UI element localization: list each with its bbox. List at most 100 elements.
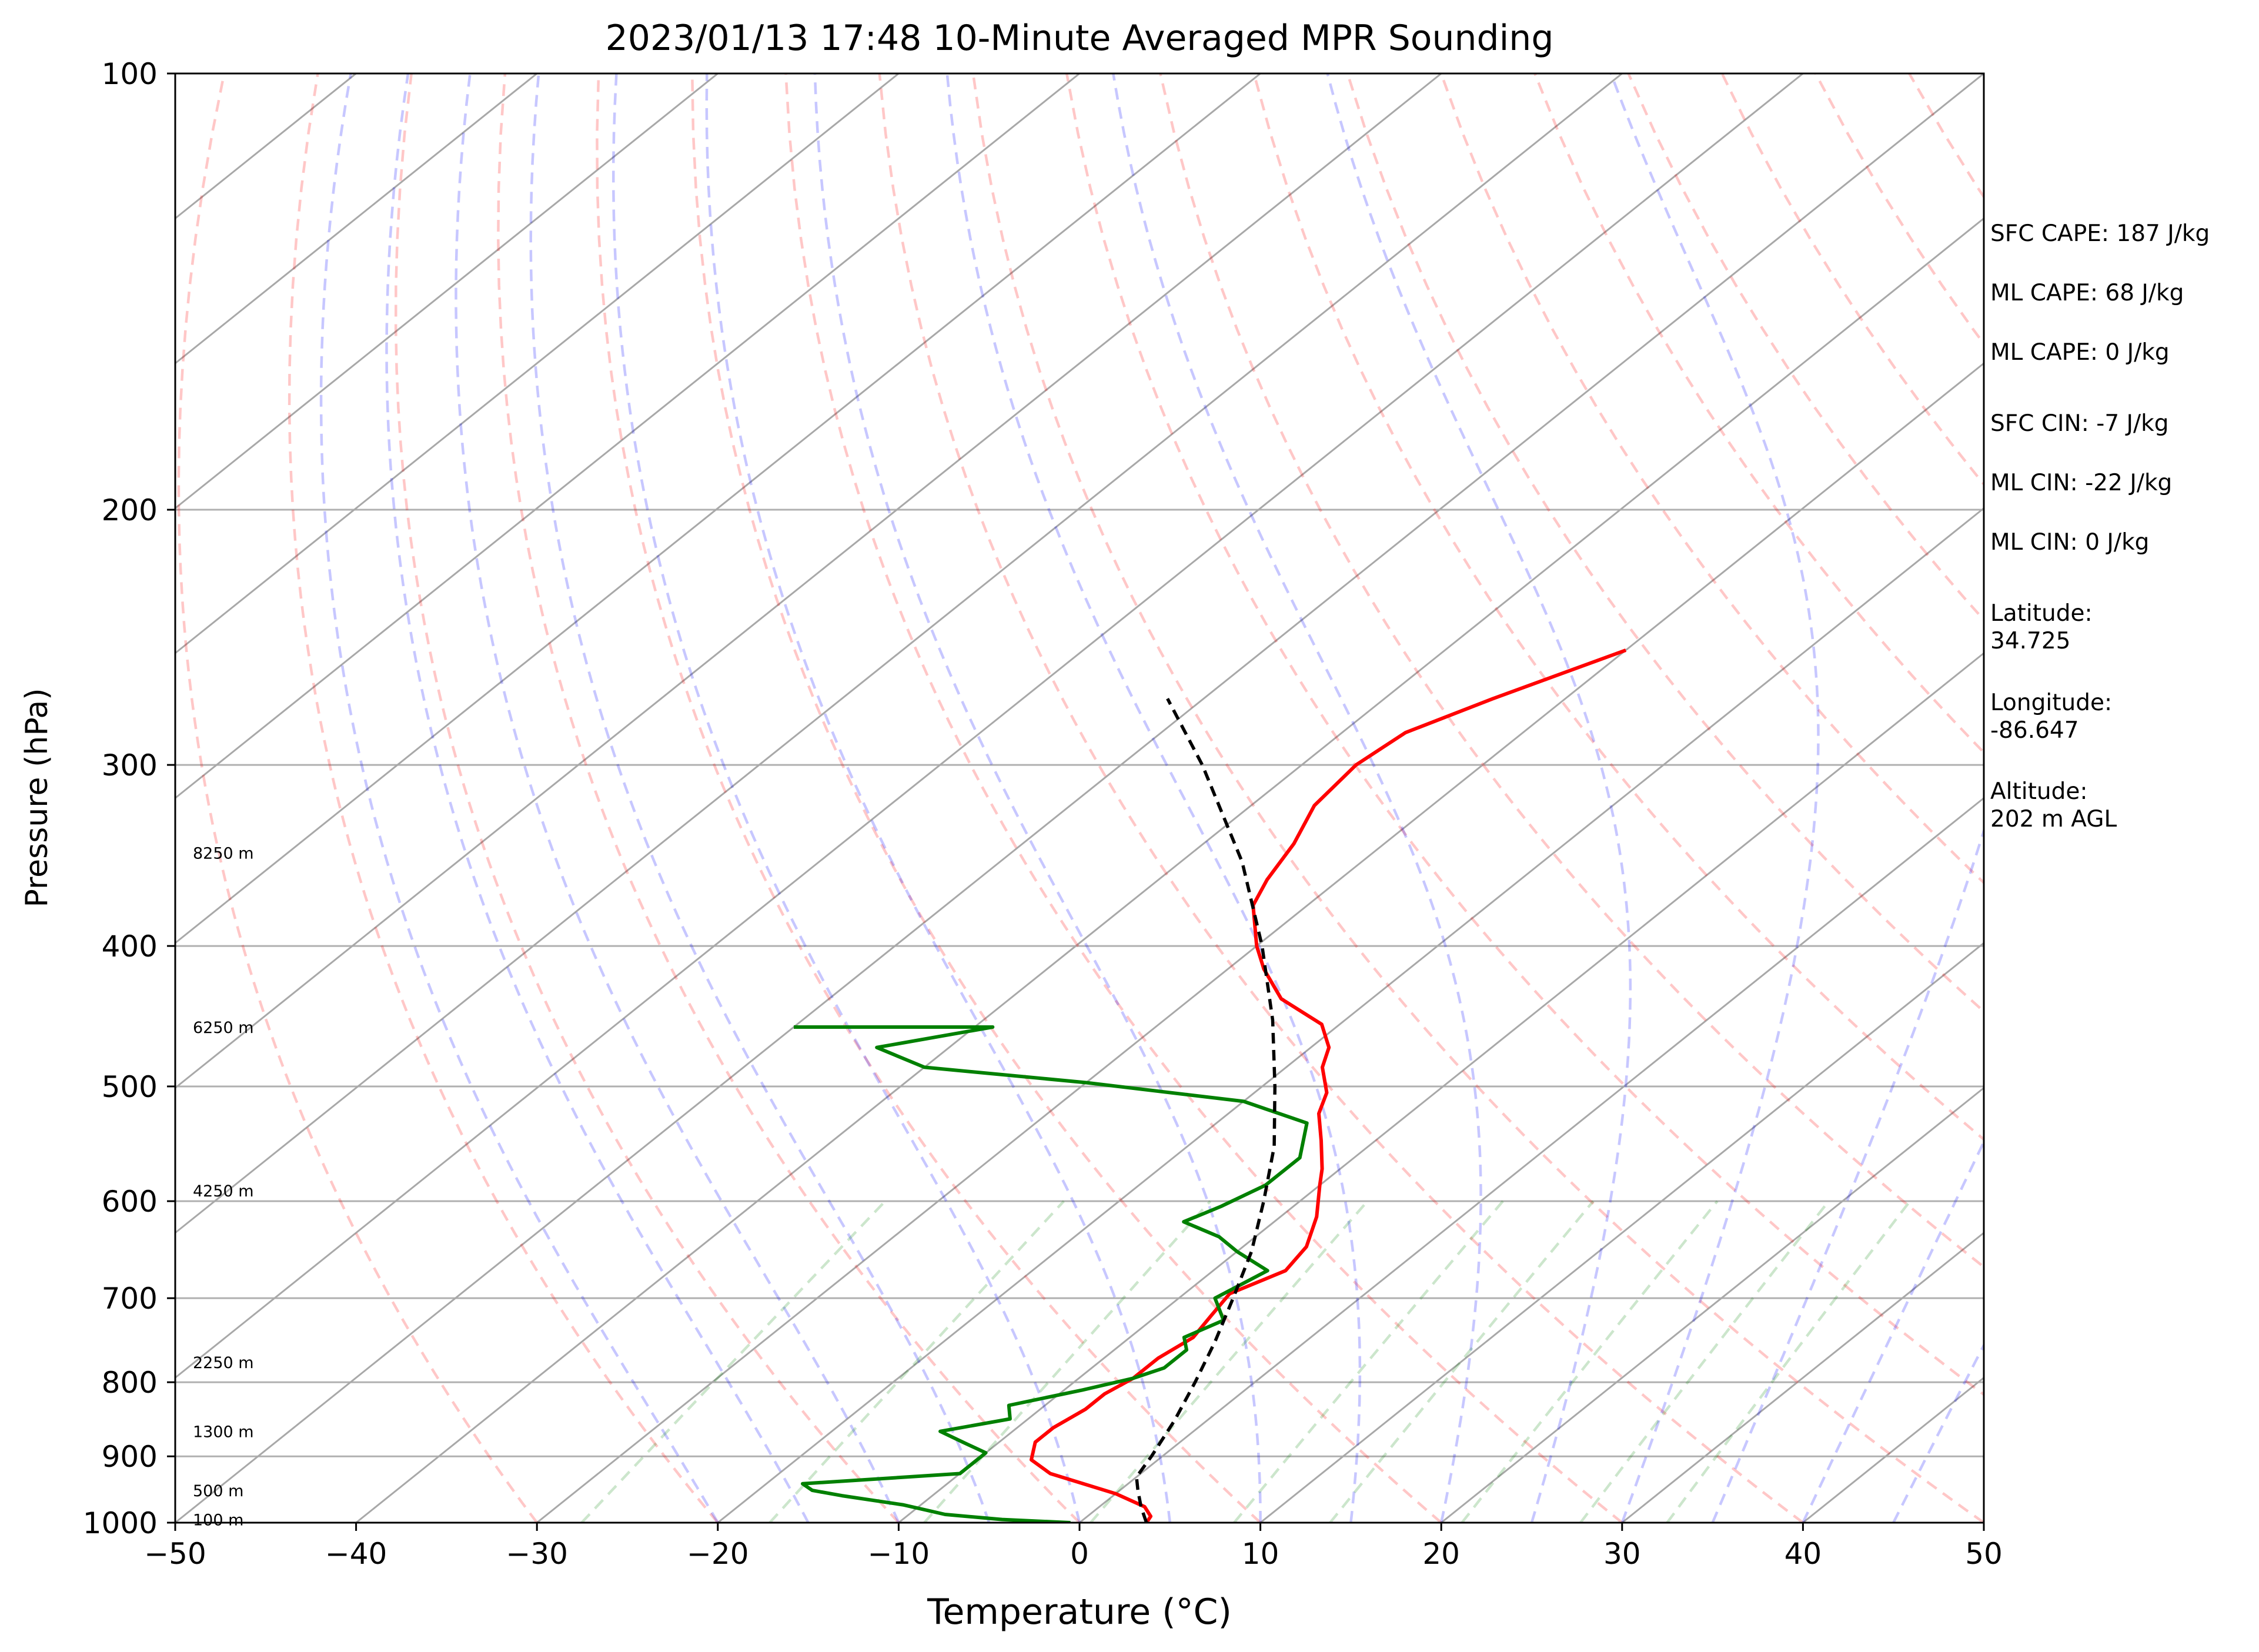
y-tick-label: 300 [102,748,158,782]
isotherm-line [175,73,719,510]
x-tick-label: 10 [1242,1537,1279,1571]
dry-adiabat-line [971,73,1984,1523]
isotherm-line [1079,797,1984,1523]
isotherm-line [175,73,1804,1379]
y-tick-label: 500 [102,1070,158,1104]
x-tick-label: −30 [506,1537,568,1571]
x-tick-label: 30 [1603,1537,1641,1571]
height-label: 100 m [193,1511,243,1530]
mixing-ratio-line [1461,1200,1719,1523]
height-label: 2250 m [193,1354,254,1372]
y-tick-label: 1000 [83,1506,158,1540]
sfc-cin-text: SFC CIN: -7 J/kg [1990,410,2169,437]
isotherm-line [175,73,1442,1089]
dry-adiabat-line [1159,73,1984,1269]
moist-adiabat-line [945,73,1362,1523]
dewpoint-trace [794,1025,1309,1523]
mixing-ratio-line [768,1200,1065,1523]
height-label: 6250 m [193,1019,254,1037]
mixing-ratio-line [923,1200,1212,1523]
altitude-block: Altitude: 202 m AGL [1990,778,2117,834]
mixing-ratio-line [1666,1200,1912,1523]
isotherm-line [175,73,1080,800]
x-tick-label: −40 [325,1537,387,1571]
dry-adiabat-line [288,73,719,1523]
moist-adiabat-line [529,73,991,1523]
moist-adiabat-line [705,73,1172,1523]
height-label: 500 m [193,1482,243,1500]
moist-adiabat-line [612,73,1081,1523]
y-tick-label: 400 [102,929,158,964]
dry-adiabat-line [1533,73,1984,755]
mixing-ratio-line [1090,1200,1369,1523]
dry-adiabat-line [1065,73,1984,1396]
moist-adiabat-line [385,73,810,1523]
x-tick-label: −20 [687,1537,749,1571]
moist-adiabat-line [1112,73,1482,1523]
moist-adiabat-line [455,73,900,1523]
height-label: 4250 m [193,1182,254,1200]
y-tick-label: 700 [102,1282,158,1316]
isotherm-line [355,217,1984,1523]
isotherm-line [898,652,1984,1523]
parcel-trace [1135,698,1277,1523]
dry-adiabat-line [691,73,1442,1523]
ml-cin-text-2: ML CIN: 0 J/kg [1990,529,2150,556]
latitude-block: Latitude: 34.725 [1990,600,2093,656]
moist-adiabat-line [1802,1139,1984,1523]
longitude-value: -86.647 [1990,717,2079,744]
isotherm-line [717,507,1984,1523]
isotherm-line [1259,942,1984,1523]
height-label: 1300 m [193,1423,254,1442]
latitude-label: Latitude: [1990,600,2093,627]
ml-cape-text-2: ML CAPE: 0 J/kg [1990,339,2170,366]
isotherm-line [536,362,1984,1523]
x-tick-label: 20 [1422,1537,1460,1571]
dry-adiabat-line [878,73,1804,1523]
moist-adiabat-line [319,73,719,1523]
dry-adiabat-line [2190,73,2259,1523]
y-tick-label: 100 [102,57,158,91]
dry-adiabat-line [177,73,539,1523]
isotherm-line [175,73,900,654]
y-tick-label: 200 [102,493,158,527]
moist-adiabat-line [1326,73,1632,1523]
longitude-label: Longitude: [1990,690,2113,716]
dry-adiabat-line [394,73,900,1523]
temperature-trace [1030,648,1627,1523]
y-tick-label: 600 [102,1185,158,1219]
moist-adiabat-line [1711,73,1984,1523]
isotherm-line [1441,1086,1984,1523]
isotherm-line [1621,1232,1984,1523]
mixing-ratio-line [580,1200,887,1523]
dry-adiabat-line [497,73,1081,1523]
sfc-cape-text: SFC CAPE: 187 J/kg [1990,220,2210,247]
isotherm-line [175,73,1984,1523]
mixing-ratio-line [1233,1200,1504,1523]
ml-cape-text: ML CAPE: 68 J/kg [1990,280,2184,306]
x-tick-label: −10 [868,1537,930,1571]
latitude-value: 34.725 [1990,627,2071,654]
y-axis-label: Pressure (hPa) [19,688,55,908]
mixing-ratio-line [1579,1200,1830,1523]
y-tick-label: 900 [102,1440,158,1474]
ml-cin-text: ML CIN: -22 J/kg [1990,470,2173,496]
x-tick-label: −50 [144,1537,206,1571]
chart-title: 2023/01/13 17:48 10-Minute Averaged MPR … [606,18,1554,59]
x-tick-label: 0 [1070,1537,1089,1571]
dry-adiabat-line [1346,73,1984,1014]
isotherm-line [175,73,538,364]
moist-adiabat-line [1609,73,1820,1523]
altitude-label: Altitude: [1990,778,2088,805]
x-tick-label: 50 [1965,1537,2003,1571]
altitude-value: 202 m AGL [1990,805,2117,832]
longitude-block: Longitude: -86.647 [1990,690,2112,745]
mixing-ratio-line [1329,1200,1595,1523]
x-axis-label: Temperature (°C) [927,1591,1232,1633]
y-tick-label: 800 [102,1366,158,1400]
height-label: 8250 m [193,845,254,863]
isotherm-line [175,73,1623,1234]
x-tick-label: 40 [1785,1537,1822,1571]
isotherm-line [175,73,1261,944]
